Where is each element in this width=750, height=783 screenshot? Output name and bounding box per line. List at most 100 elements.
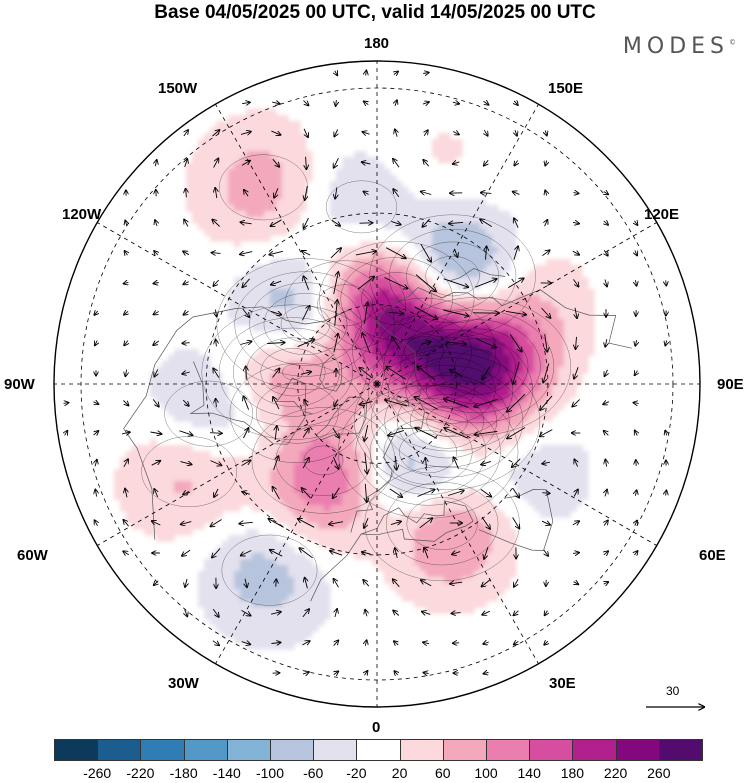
field-cell bbox=[468, 559, 475, 566]
field-cell bbox=[276, 283, 283, 290]
field-cell bbox=[216, 559, 223, 566]
field-cell bbox=[552, 457, 559, 464]
field-cell bbox=[258, 571, 265, 578]
field-cell bbox=[150, 439, 157, 446]
field-cell bbox=[414, 487, 421, 494]
field-cell bbox=[312, 415, 319, 422]
wind-vector bbox=[179, 430, 193, 435]
field-cell bbox=[426, 205, 433, 212]
field-cell bbox=[312, 349, 319, 356]
field-cell bbox=[414, 307, 421, 314]
field-cell bbox=[192, 403, 199, 410]
field-cell bbox=[558, 385, 565, 392]
field-cell bbox=[306, 361, 313, 368]
field-cell bbox=[246, 121, 253, 128]
field-cell bbox=[402, 361, 409, 368]
field-cell bbox=[504, 547, 511, 554]
field-cell bbox=[438, 253, 445, 260]
field-cell bbox=[390, 355, 397, 362]
field-cell bbox=[360, 397, 367, 404]
field-cell bbox=[390, 211, 397, 218]
field-cell bbox=[540, 337, 547, 344]
field-cell bbox=[180, 487, 187, 494]
field-cell bbox=[258, 115, 265, 122]
field-cell bbox=[264, 631, 271, 638]
field-cell bbox=[354, 181, 361, 188]
field-cell bbox=[156, 487, 163, 494]
field-cell bbox=[222, 607, 229, 614]
field-cell bbox=[294, 625, 301, 632]
field-cell bbox=[480, 307, 487, 314]
field-cell bbox=[228, 493, 235, 500]
field-cell bbox=[522, 409, 529, 416]
wind-vector bbox=[392, 337, 401, 350]
field-cell bbox=[372, 385, 379, 392]
field-cell bbox=[408, 301, 415, 308]
field-cell bbox=[216, 487, 223, 494]
field-cell bbox=[546, 511, 553, 518]
field-cell bbox=[480, 409, 487, 416]
field-cell bbox=[318, 439, 325, 446]
field-cell bbox=[522, 361, 529, 368]
field-cell bbox=[162, 403, 169, 410]
field-cell bbox=[174, 505, 181, 512]
field-cell bbox=[192, 169, 199, 176]
field-cell bbox=[228, 223, 235, 230]
field-cell bbox=[228, 457, 235, 464]
field-cell bbox=[306, 481, 313, 488]
field-cell bbox=[480, 235, 487, 242]
field-cell bbox=[228, 601, 235, 608]
field-cell bbox=[282, 361, 289, 368]
field-cell bbox=[264, 565, 271, 572]
field-cell bbox=[366, 439, 373, 446]
field-cell bbox=[300, 475, 307, 482]
field-cell bbox=[486, 259, 493, 266]
field-cell bbox=[402, 265, 409, 272]
field-cell bbox=[234, 175, 241, 182]
field-cell bbox=[132, 463, 139, 470]
field-cell bbox=[282, 175, 289, 182]
field-cell bbox=[516, 307, 523, 314]
field-cell bbox=[372, 355, 379, 362]
field-cell bbox=[330, 277, 337, 284]
wind-vector bbox=[363, 580, 370, 587]
field-cell bbox=[180, 391, 187, 398]
field-cell bbox=[456, 439, 463, 446]
field-cell bbox=[264, 373, 271, 380]
field-cell bbox=[528, 457, 535, 464]
field-cell bbox=[306, 589, 313, 596]
field-cell bbox=[498, 337, 505, 344]
field-cell bbox=[288, 349, 295, 356]
field-cell bbox=[198, 391, 205, 398]
field-cell bbox=[258, 361, 265, 368]
field-cell bbox=[396, 475, 403, 482]
field-cell bbox=[216, 145, 223, 152]
field-cell bbox=[126, 493, 133, 500]
field-cell bbox=[294, 469, 301, 476]
field-cell bbox=[198, 523, 205, 530]
field-cell bbox=[558, 475, 565, 482]
field-cell bbox=[384, 253, 391, 260]
field-cell bbox=[420, 595, 427, 602]
field-cell bbox=[294, 217, 301, 224]
field-cell bbox=[114, 475, 121, 482]
field-cell bbox=[282, 379, 289, 386]
field-cell bbox=[540, 295, 547, 302]
field-cell bbox=[258, 325, 265, 332]
field-cell bbox=[570, 337, 577, 344]
field-cell bbox=[264, 169, 271, 176]
field-cell bbox=[354, 169, 361, 176]
field-cell bbox=[216, 607, 223, 614]
field-cell bbox=[552, 337, 559, 344]
colorbar-swatch bbox=[313, 739, 358, 761]
field-cell bbox=[252, 535, 259, 542]
field-cell bbox=[498, 583, 505, 590]
field-cell bbox=[318, 511, 325, 518]
field-cell bbox=[282, 481, 289, 488]
field-cell bbox=[324, 307, 331, 314]
field-cell bbox=[186, 523, 193, 530]
field-cell bbox=[396, 289, 403, 296]
field-cell bbox=[288, 355, 295, 362]
field-cell bbox=[240, 319, 247, 326]
field-cell bbox=[504, 529, 511, 536]
